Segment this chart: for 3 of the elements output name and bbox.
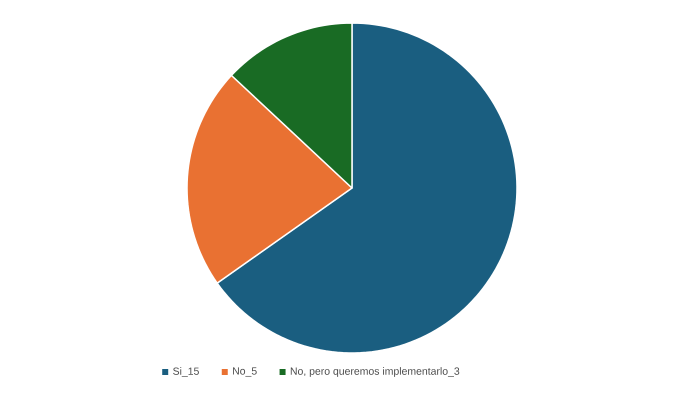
legend-label: No, pero queremos implementarlo_3 [290,367,460,377]
legend-label: No_5 [233,367,257,377]
legend-label: Si_15 [173,367,199,377]
